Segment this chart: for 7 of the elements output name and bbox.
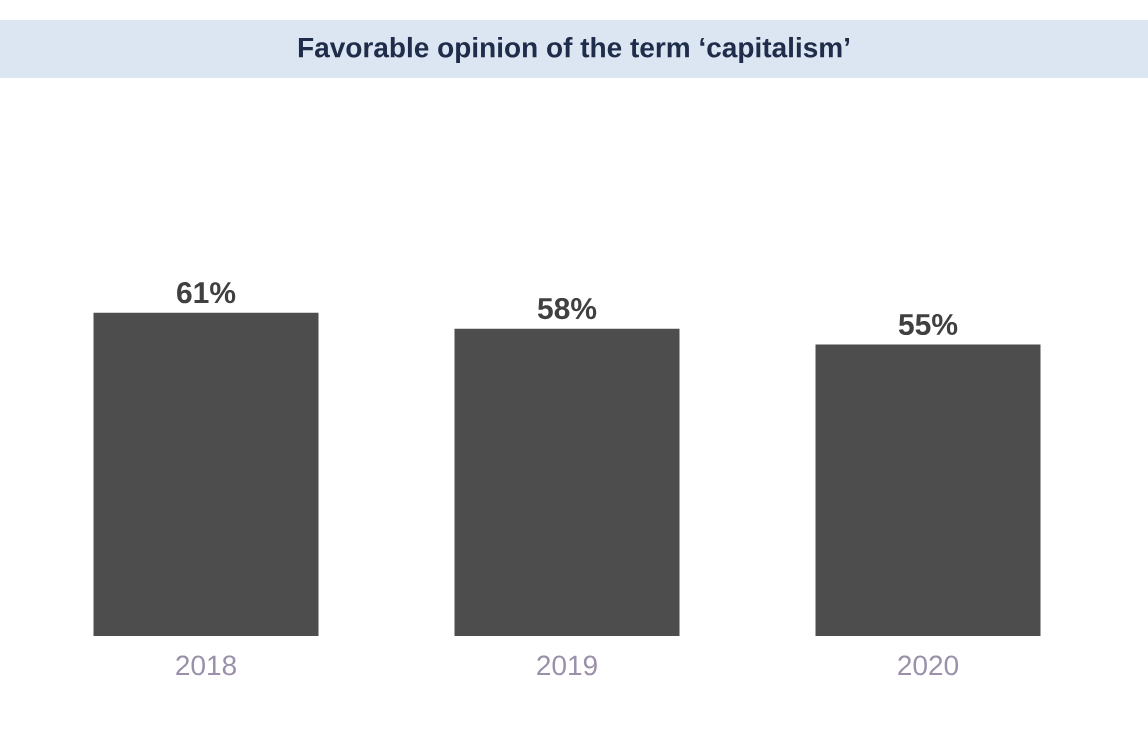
data-label: 55% [898, 313, 958, 336]
data-label: 58% [537, 297, 597, 320]
chart-title: Favorable opinion of the term ‘capitalism’ [298, 36, 850, 64]
x-tick-label: 2018 [176, 655, 236, 676]
x-tick-label: 2019 [537, 655, 597, 676]
x-tick-label: 2020 [898, 655, 959, 676]
data-label: 61% [177, 282, 236, 304]
